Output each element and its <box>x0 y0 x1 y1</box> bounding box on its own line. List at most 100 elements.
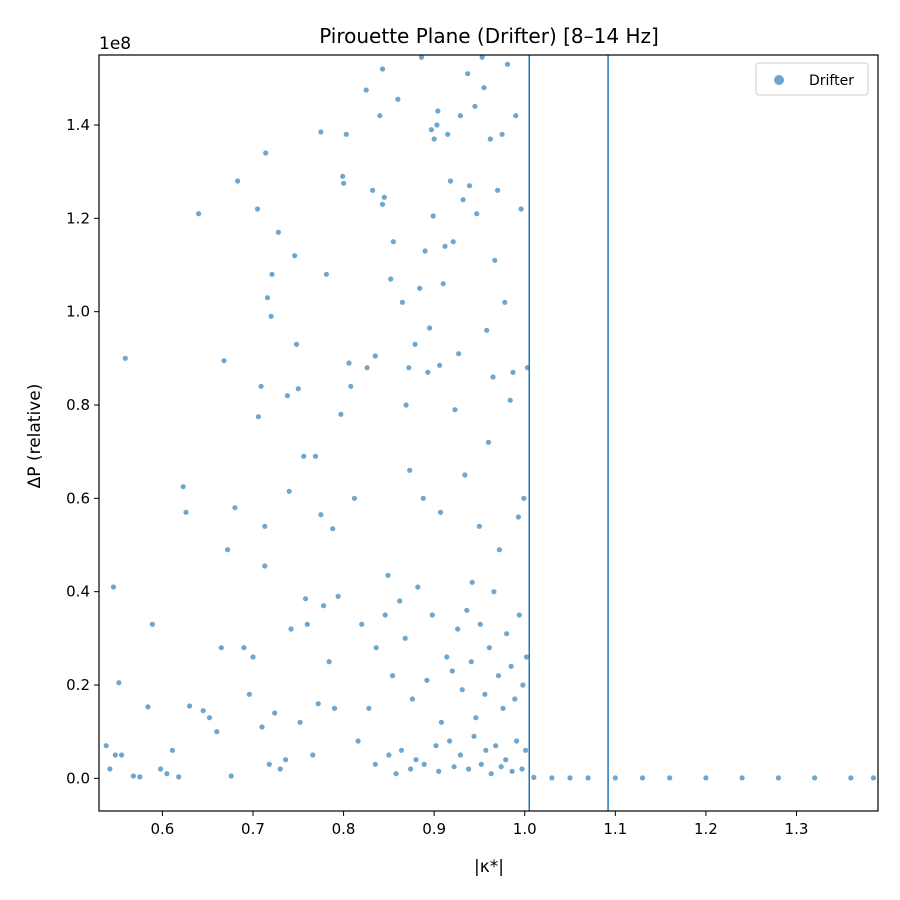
data-point <box>351 495 357 501</box>
data-point <box>509 768 515 774</box>
data-point <box>438 719 444 725</box>
data-point <box>214 729 220 735</box>
data-point <box>848 775 854 781</box>
data-point <box>264 295 271 301</box>
data-point <box>471 733 477 739</box>
data-point <box>449 668 455 674</box>
data-point <box>381 194 387 200</box>
data-point <box>493 743 499 749</box>
data-point <box>323 271 329 277</box>
plot-area <box>98 54 879 812</box>
data-point <box>812 775 818 781</box>
data-point <box>499 131 505 137</box>
data-point <box>228 773 234 779</box>
data-point <box>408 766 414 772</box>
data-point <box>462 472 468 478</box>
data-point <box>406 365 412 371</box>
data-point <box>145 704 151 710</box>
data-point <box>263 150 269 156</box>
data-point <box>382 612 388 618</box>
data-point <box>246 691 252 697</box>
data-point <box>180 484 186 490</box>
data-point <box>482 691 488 697</box>
data-point <box>403 402 409 408</box>
data-point <box>466 766 472 772</box>
data-point <box>500 705 506 711</box>
data-point <box>447 178 454 184</box>
data-point <box>481 85 487 91</box>
data-point <box>169 747 175 753</box>
y-tick-label: 0.4 <box>66 583 90 601</box>
data-point <box>435 108 441 114</box>
data-point <box>355 738 361 744</box>
data-point <box>431 136 437 142</box>
data-point <box>484 327 490 333</box>
data-point <box>348 383 354 389</box>
y-tick-label: 0.6 <box>66 489 90 507</box>
data-point <box>483 747 489 753</box>
data-point <box>510 369 516 375</box>
data-point <box>520 682 526 688</box>
data-point <box>490 374 496 380</box>
data-point <box>335 593 341 599</box>
data-point <box>364 365 370 371</box>
data-point <box>272 710 278 716</box>
legend-label: Drifter <box>809 73 854 89</box>
data-point <box>341 180 347 186</box>
x-axis-ticks: 0.6 0.7 0.8 0.9 1.0 1.1 1.2 1.3 <box>150 811 808 838</box>
data-point <box>495 673 502 679</box>
data-point <box>425 369 431 375</box>
y-tick-label: 1.2 <box>66 209 90 227</box>
data-point <box>413 757 419 763</box>
data-point <box>472 103 478 109</box>
data-point <box>460 197 466 203</box>
data-point <box>434 122 440 128</box>
data-point <box>326 659 332 665</box>
data-point <box>492 257 498 263</box>
data-point <box>496 547 502 553</box>
data-point <box>393 771 399 777</box>
data-point <box>359 621 365 627</box>
x-tick-label: 1.2 <box>694 820 718 838</box>
data-point <box>218 645 224 651</box>
data-point <box>465 71 471 77</box>
data-point <box>466 183 473 189</box>
data-point <box>390 239 396 245</box>
y-tick-label: 0.8 <box>66 396 90 414</box>
data-point <box>262 563 268 569</box>
data-point <box>473 715 479 721</box>
data-point <box>103 743 109 749</box>
data-point <box>491 589 497 595</box>
data-point <box>119 752 125 758</box>
data-point <box>330 526 336 532</box>
y-axis-ticks: 0.0 0.2 0.4 0.6 0.8 1.0 1.2 1.4 <box>66 116 99 787</box>
data-point <box>495 187 501 193</box>
data-point <box>468 659 474 665</box>
data-point <box>612 775 618 781</box>
data-point <box>164 771 170 777</box>
data-point <box>518 206 524 212</box>
data-point <box>297 719 303 725</box>
data-point <box>436 768 442 774</box>
data-point <box>312 453 319 459</box>
y-tick-label: 0.2 <box>66 676 90 694</box>
y-tick-label: 1.4 <box>66 116 90 134</box>
data-point <box>477 621 483 627</box>
data-point <box>112 752 118 758</box>
data-point <box>639 775 646 781</box>
data-point <box>775 775 782 781</box>
data-point <box>417 285 423 291</box>
data-point <box>259 724 265 730</box>
data-point <box>476 523 482 529</box>
data-point <box>241 645 247 651</box>
x-axis-label: |κ*| <box>474 857 504 877</box>
data-point <box>183 509 189 515</box>
data-point <box>424 677 430 683</box>
y-tick-label: 0.0 <box>66 769 90 787</box>
data-point <box>266 761 272 767</box>
x-tick-label: 1.1 <box>603 820 627 838</box>
data-point <box>293 341 300 347</box>
data-point <box>457 752 463 758</box>
data-point <box>703 775 709 781</box>
data-point <box>478 761 484 767</box>
